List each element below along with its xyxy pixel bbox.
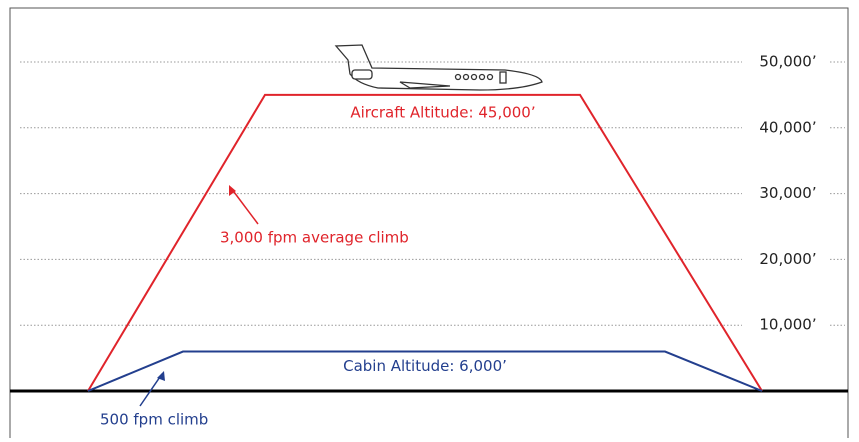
chart: 10,000’ 20,000’ 30,000’ 40,000’ 50,000’ Aircr…	[0, 0, 859, 438]
series-label: Aircraft Altitude: 45,000’	[350, 103, 535, 121]
altitude-line	[88, 95, 762, 391]
y-tick-label: 40,000’	[759, 118, 816, 136]
y-tick-label: 30,000’	[759, 184, 816, 202]
y-tick-label: 10,000’	[759, 316, 816, 334]
y-tick-label: 50,000’	[759, 53, 816, 71]
y-tick-label: 20,000’	[759, 250, 816, 268]
aircraft-icon	[336, 45, 542, 90]
series-label: Cabin Altitude: 6,000’	[343, 357, 507, 375]
annotation: 3,000 fpm average climb	[220, 229, 409, 247]
annotation: 500 fpm climb	[100, 411, 208, 429]
